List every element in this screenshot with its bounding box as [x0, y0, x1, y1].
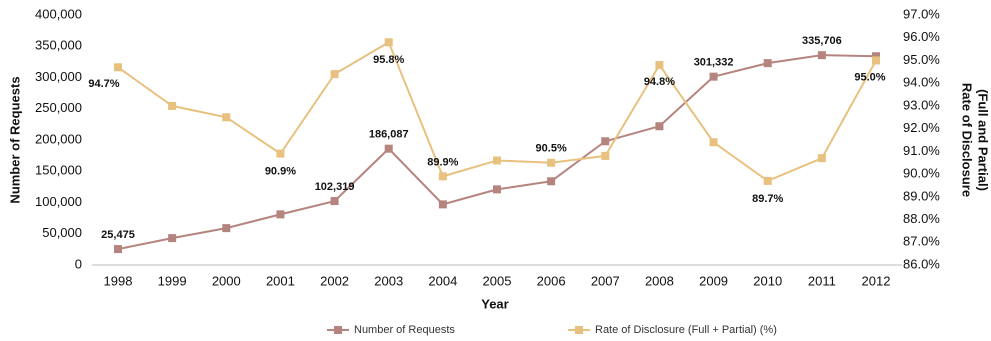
data-label: 95.0%	[854, 71, 885, 83]
point	[493, 156, 501, 165]
point	[872, 52, 880, 61]
x-tick-label: 2008	[645, 273, 674, 288]
x-tick-label: 2006	[537, 273, 566, 288]
point	[384, 144, 393, 153]
point	[709, 72, 718, 81]
y-tick-label: 0	[75, 256, 82, 271]
point	[872, 56, 880, 65]
data-label: 90.5%	[536, 143, 567, 155]
legend-label: Rate of Disclosure (Full + Partial) (%)	[595, 324, 777, 336]
y2-tick-label: 97.0%	[903, 6, 940, 21]
y-tick-label: 300,000	[35, 69, 82, 84]
x-axis-title: Year	[481, 296, 508, 311]
point	[817, 51, 826, 60]
y2-axis-title: Rate of Disclosure	[960, 83, 975, 197]
x-tick-label: 2005	[483, 273, 512, 288]
point	[763, 176, 772, 185]
y2-tick-label: 92.0%	[903, 120, 940, 135]
point	[276, 210, 285, 219]
point	[168, 101, 177, 110]
data-label: 186,087	[369, 129, 409, 141]
y-tick-label: 100,000	[35, 194, 82, 209]
x-tick-label: 1998	[104, 273, 133, 288]
point	[384, 38, 393, 47]
point	[817, 154, 826, 163]
legend-marker	[334, 326, 342, 334]
y2-tick-label: 93.0%	[903, 97, 940, 112]
y-axis-title: Number of Requests	[7, 76, 22, 203]
x-tick-label: 2009	[699, 273, 728, 288]
point	[114, 245, 122, 254]
x-tick-label: 2010	[753, 273, 782, 288]
x-tick-label: 2012	[862, 273, 891, 288]
x-tick-label: 2001	[266, 273, 295, 288]
point	[222, 224, 231, 233]
y2-tick-label: 91.0%	[903, 143, 940, 158]
data-label: 94.8%	[644, 76, 675, 88]
y-tick-label: 350,000	[35, 38, 82, 53]
x-tick-label: 2007	[591, 273, 620, 288]
point	[438, 172, 447, 181]
point	[547, 158, 556, 167]
x-tick-label: 2003	[374, 273, 403, 288]
y-tick-label: 250,000	[35, 100, 82, 115]
y-tick-label: 200,000	[35, 131, 82, 146]
y2-tick-label: 94.0%	[903, 75, 940, 90]
point	[330, 197, 339, 206]
y-tick-label: 50,000	[42, 225, 82, 240]
y2-tick-label: 89.0%	[903, 188, 940, 203]
y-tick-label: 400,000	[35, 6, 82, 21]
y2-tick-label: 90.0%	[903, 166, 940, 181]
y2-tick-label: 95.0%	[903, 52, 940, 67]
legend-marker	[575, 326, 583, 334]
point	[601, 151, 610, 160]
point	[276, 149, 285, 158]
data-label: 25,475	[101, 229, 135, 241]
y2-tick-label: 87.0%	[903, 234, 940, 249]
point	[601, 137, 610, 146]
point	[655, 61, 664, 69]
y-tick-label: 150,000	[35, 163, 82, 178]
x-tick-label: 2000	[212, 273, 241, 288]
y2-tick-label: 96.0%	[903, 29, 940, 44]
point	[438, 200, 447, 209]
x-tick-label: 1999	[158, 273, 187, 288]
point	[168, 234, 177, 243]
point	[222, 113, 231, 122]
legend-label: Number of Requests	[354, 324, 455, 336]
point	[709, 138, 718, 147]
x-tick-label: 2002	[320, 273, 349, 288]
series-line	[117, 54, 877, 251]
data-label: 95.8%	[373, 54, 404, 66]
point	[330, 70, 339, 79]
y2-tick-label: 88.0%	[903, 211, 940, 226]
point	[114, 63, 122, 72]
y2-tick-label: 86.0%	[903, 256, 940, 271]
data-label: 301,332	[694, 57, 734, 69]
point	[547, 177, 556, 186]
x-tick-label: 2011	[808, 273, 836, 288]
y2-axis-title: (Full and Partial)	[976, 89, 991, 191]
x-tick-label: 2004	[428, 273, 457, 288]
point	[493, 185, 501, 194]
data-label: 94.7%	[88, 78, 119, 90]
data-label: 102,319	[315, 181, 355, 193]
data-label: 89.7%	[752, 193, 783, 205]
data-label: 89.9%	[427, 156, 458, 168]
data-label: 90.9%	[265, 166, 296, 178]
data-label: 335,706	[802, 35, 842, 47]
point	[763, 59, 772, 68]
point	[655, 122, 664, 131]
